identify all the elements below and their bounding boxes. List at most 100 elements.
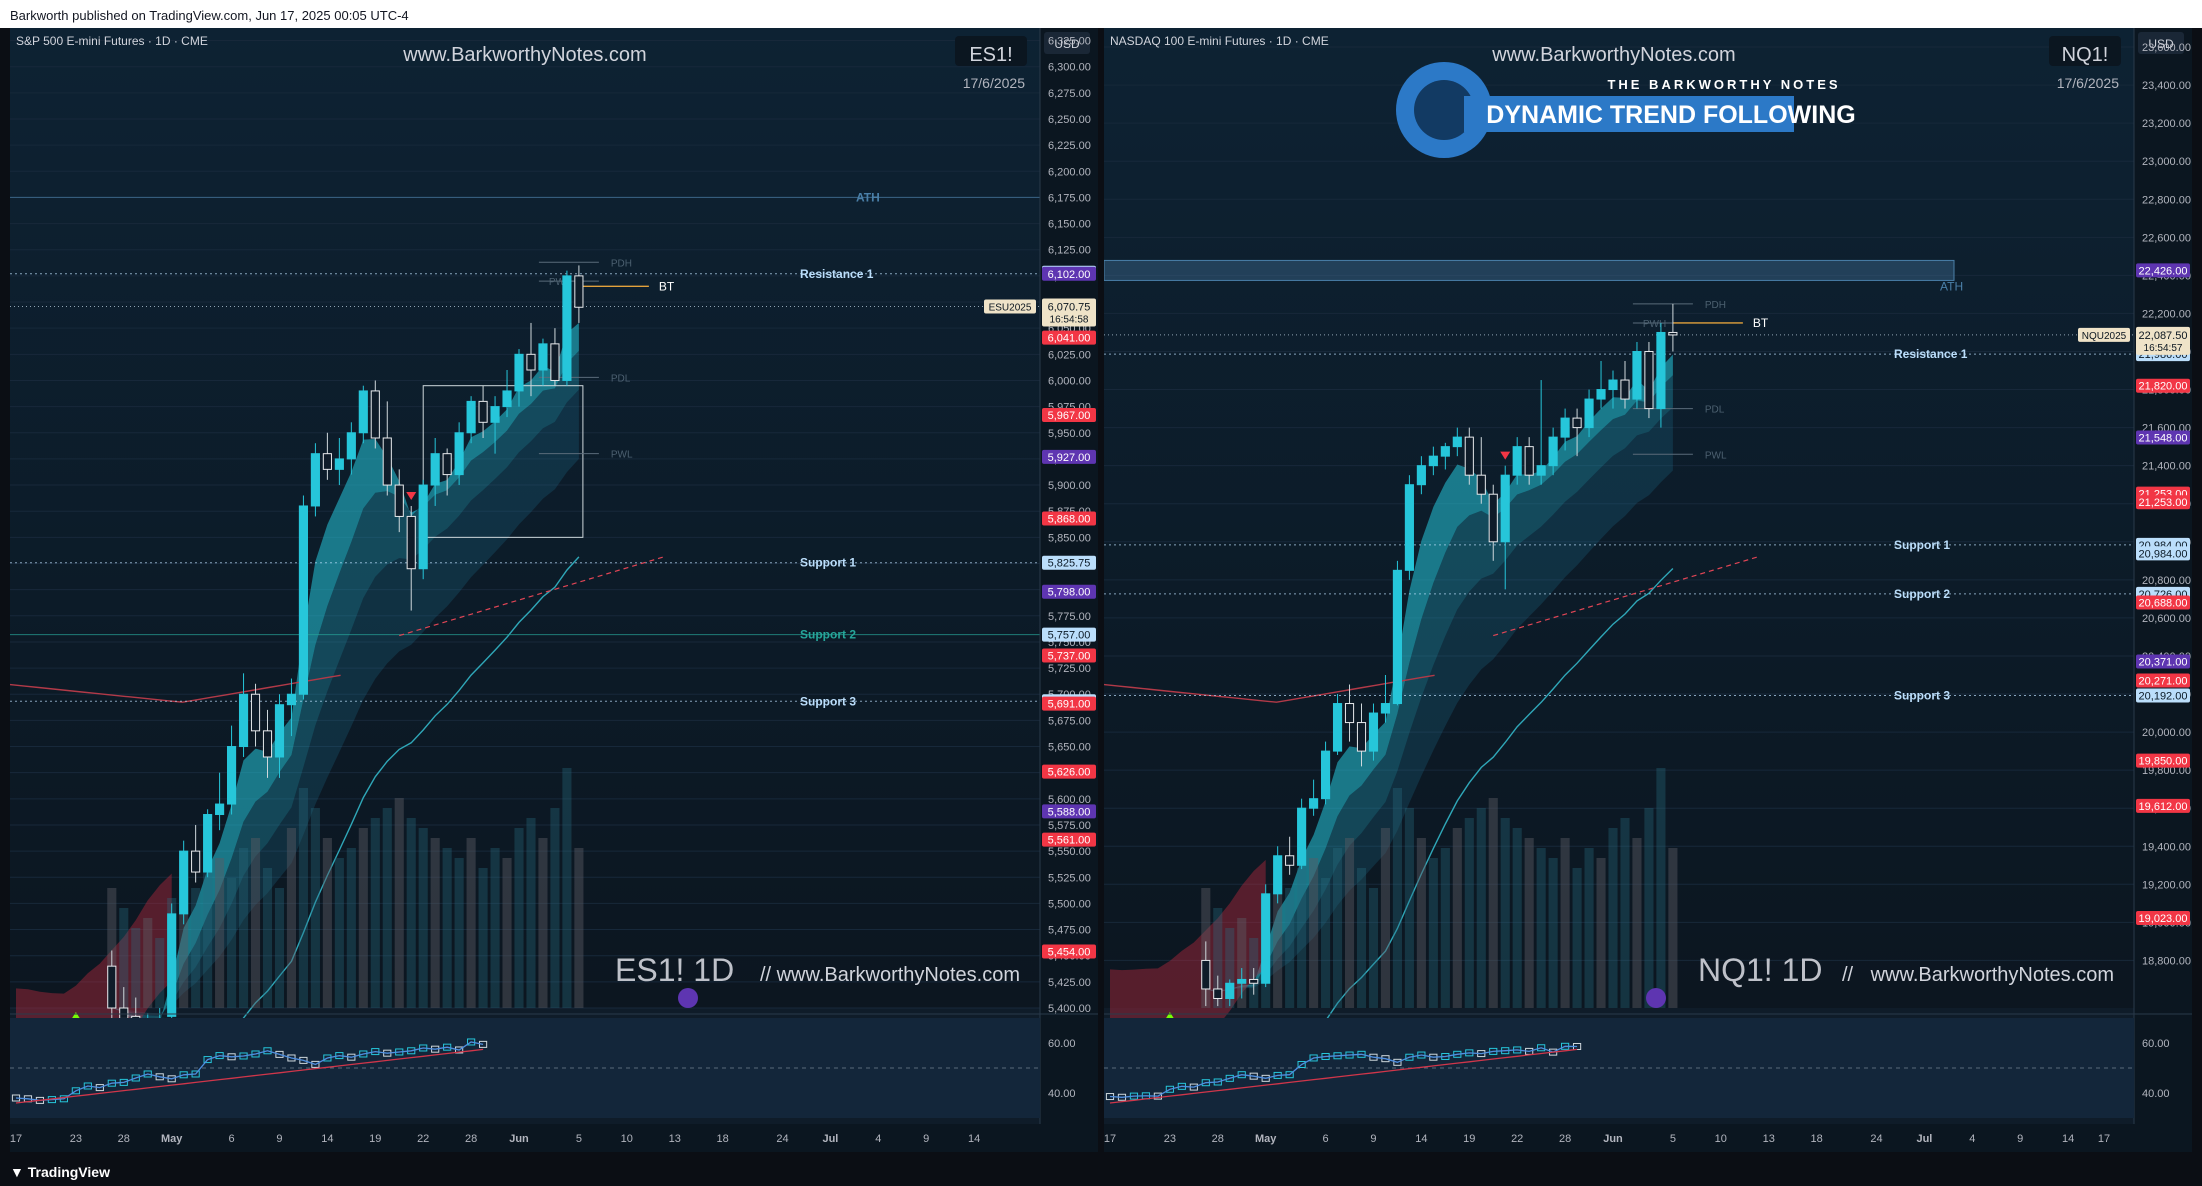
price-badge-label: 5,737.00: [1048, 651, 1091, 663]
candle-body: [1440, 446, 1450, 457]
volume-bar: [538, 838, 548, 1008]
volume-bar: [227, 878, 237, 1008]
candle-body: [382, 437, 392, 486]
osc-candle: [478, 1040, 488, 1048]
price-tick-label: 5,950.00: [1048, 428, 1091, 440]
volume-bar: [1452, 828, 1462, 1008]
price-tick-label: 5,725.00: [1048, 663, 1091, 675]
volume-bar: [1225, 928, 1235, 1008]
volume-bar: [550, 808, 560, 1008]
ref-label-pdh: PDH: [611, 258, 632, 269]
currency-box: [1044, 32, 1090, 54]
tv-mark-icon: ▼: [10, 1164, 24, 1180]
price-tick-label: 5,400.00: [1048, 1003, 1091, 1015]
nq-chart[interactable]: ATH Resistance 1 Support 1 Support 2 Support…: [1104, 28, 2192, 1152]
time-tick-label: 14: [321, 1133, 333, 1145]
osc-candle: [1261, 1074, 1270, 1082]
bottom-url: www.BarkworthyNotes.com: [1870, 964, 2114, 986]
sell-marker-icon: [406, 491, 417, 500]
bottom-separator: //: [1842, 964, 1854, 986]
last-price-badge: [1042, 298, 1096, 327]
last-symbol-badge: [2078, 327, 2130, 342]
candle-body: [1488, 493, 1498, 543]
indicator-badge-icon: [1646, 988, 1666, 1008]
level-label: Resistance 1: [1894, 347, 1968, 361]
price-badge: [1042, 764, 1096, 779]
volume-bar: [430, 838, 440, 1008]
candle-body: [1320, 750, 1331, 800]
volume-bar: [1524, 838, 1534, 1008]
volume-bar: [442, 848, 452, 1008]
trend-band-mid: [111, 350, 579, 1020]
bt-label: BT: [659, 279, 675, 293]
candle-body: [358, 390, 368, 434]
time-tick-label: 23: [70, 1133, 82, 1145]
price-tick-label: 6,250.00: [1048, 114, 1091, 126]
level-label: Support 2: [1894, 587, 1950, 601]
price-tick-label: 6,150.00: [1048, 219, 1091, 231]
price-badge-label: 20,271.00: [2139, 676, 2188, 688]
level-label: Support 1: [800, 556, 856, 570]
price-tick-label: 19,400.00: [2142, 841, 2191, 853]
price-tick-label: 19,200.00: [2142, 879, 2191, 891]
candle-body: [107, 965, 117, 1009]
volume-bar: [1297, 868, 1307, 1008]
candle-body: [1309, 798, 1319, 809]
level-label: Resistance 1: [800, 267, 874, 281]
volume-bar: [514, 828, 524, 1008]
candle-body: [310, 453, 320, 507]
price-tick-label: 6,200.00: [1048, 166, 1091, 178]
price-badge-label: 21,820.00: [2139, 381, 2188, 393]
price-tick-label: 5,550.00: [1048, 846, 1091, 858]
candle-body: [1512, 446, 1522, 476]
time-tick-label: 28: [118, 1133, 130, 1145]
time-tick-label: 19: [1463, 1133, 1475, 1145]
candle-body: [1620, 379, 1630, 400]
watermark-url: www.BarkworthyNotes.com: [402, 44, 646, 66]
price-badge: [2136, 798, 2190, 813]
trendline: [1493, 556, 1757, 637]
osc-candle: [1393, 1058, 1402, 1066]
trend-band-slow: [1205, 407, 1673, 991]
candle-body: [1632, 350, 1642, 400]
volume-bar: [155, 938, 165, 1008]
price-tick-label: 20,800.00: [2142, 575, 2191, 587]
bottom-ticker-label: NQ1! 1D: [1698, 952, 1822, 988]
volume-bar: [490, 848, 500, 1008]
watermark-url: www.BarkworthyNotes.com: [1491, 44, 1735, 66]
osc-candle: [467, 1038, 476, 1046]
volume-bar: [1500, 818, 1510, 1008]
time-tick-label: 6: [229, 1133, 235, 1145]
level-label: Support 3: [800, 694, 856, 708]
time-tick-label: 13: [1763, 1133, 1775, 1145]
time-tick-label: Jun: [509, 1133, 529, 1145]
price-tick-label: 5,900.00: [1048, 480, 1091, 492]
time-tick-label: 22: [417, 1133, 429, 1145]
osc-candle: [287, 1054, 296, 1062]
volume-bar: [1440, 848, 1450, 1008]
volume-bar: [1488, 798, 1498, 1008]
ath-zone: [1104, 259, 1955, 281]
osc-line-blue: [15, 1041, 484, 1102]
level-label: Support 2: [800, 628, 856, 642]
brand-banner: THE BARKWORTHY NOTES DYNAMIC TREND FOLLOW…: [1396, 62, 1856, 158]
candle-body: [346, 432, 356, 460]
time-tick-label: 23: [1164, 1133, 1176, 1145]
price-badge: [1042, 944, 1096, 959]
osc-candle: [203, 1056, 212, 1064]
osc-candle: [1165, 1085, 1174, 1093]
ref-label-pdh: PDH: [1705, 300, 1726, 311]
price-badge: [1042, 832, 1096, 847]
price-badge-label: 19,612.00: [2139, 801, 2188, 813]
date-label: 17/6/2025: [2057, 75, 2119, 91]
plot-area: [1104, 28, 2134, 1008]
candle-body: [478, 400, 488, 423]
ref-label-pwh: PWH: [1643, 319, 1666, 330]
volume-bar: [191, 888, 201, 1008]
price-badge-label: 5,868.00: [1048, 514, 1091, 526]
volume-bar: [478, 868, 488, 1008]
currency-label: USD: [1054, 37, 1080, 51]
osc-candle: [275, 1050, 284, 1058]
es-chart[interactable]: ATH Resistance 1 Support 1 Support 2 Support…: [10, 28, 1098, 1152]
osc-candle: [455, 1046, 464, 1054]
